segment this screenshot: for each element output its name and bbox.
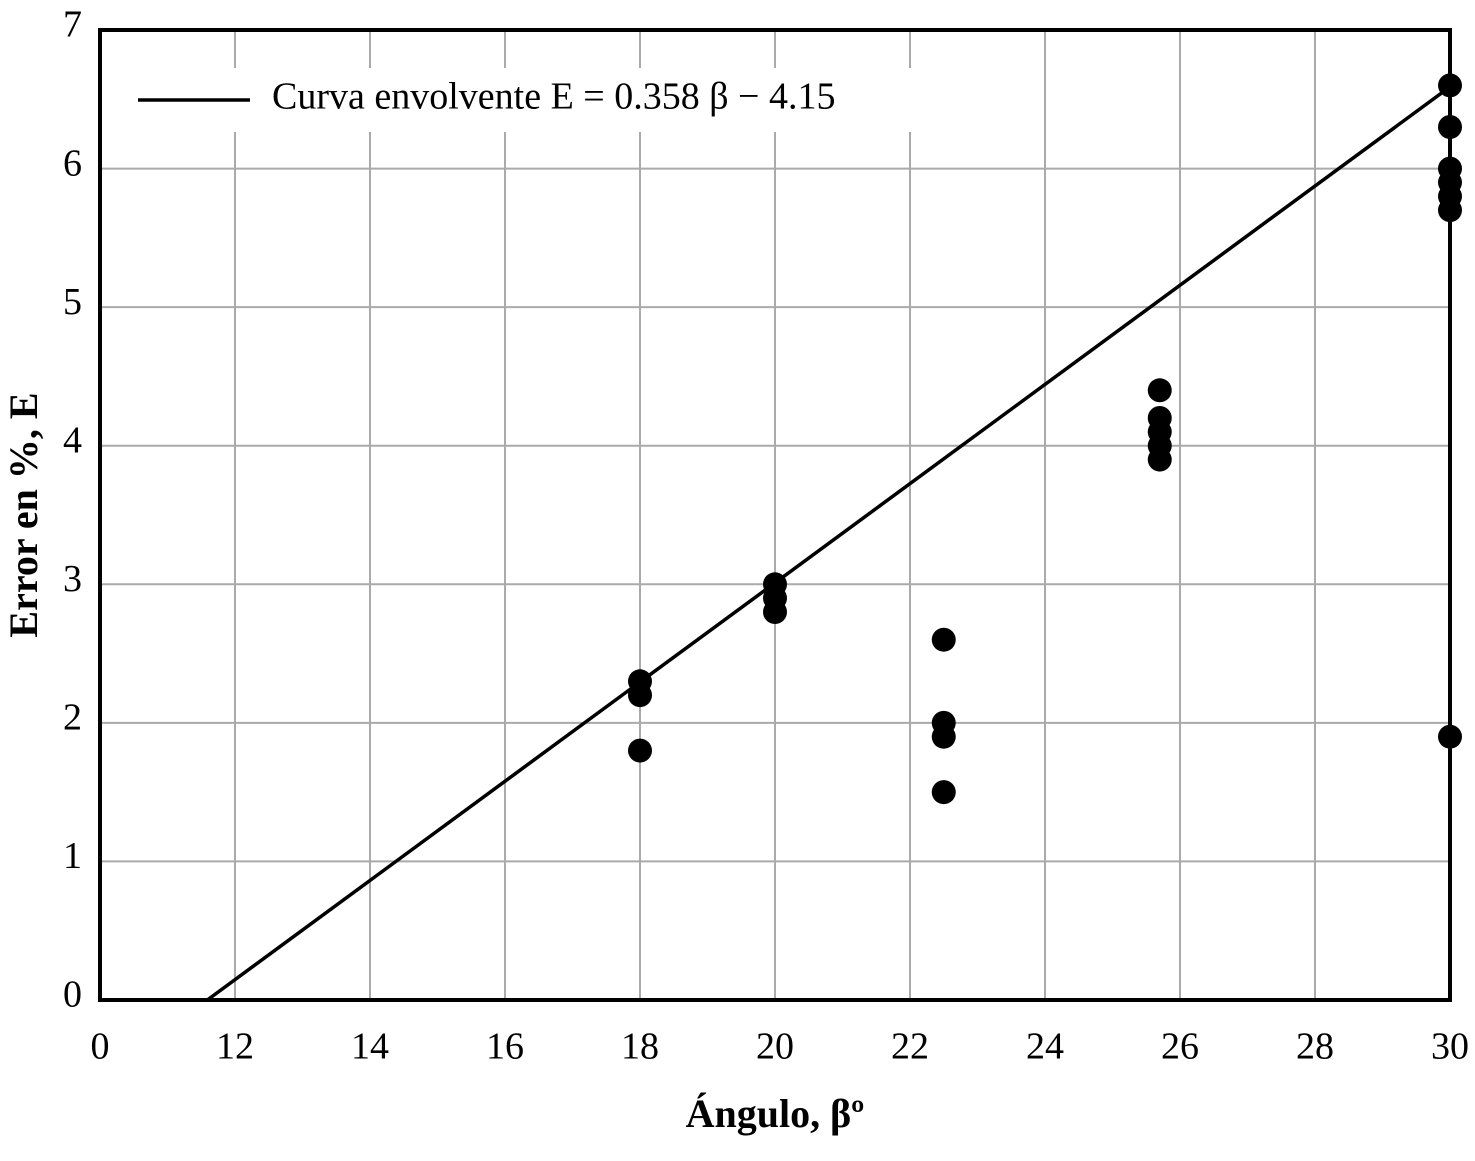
plot-frame bbox=[98, 28, 1452, 1002]
y-tick-label: 4 bbox=[63, 419, 82, 461]
y-axis-label: Error en %, E bbox=[1, 392, 46, 637]
legend-box bbox=[125, 68, 915, 132]
y-tick-label: 6 bbox=[63, 142, 82, 184]
data-point bbox=[931, 724, 956, 749]
x-tick-label: 28 bbox=[1296, 1026, 1334, 1068]
data-point bbox=[931, 627, 956, 652]
x-tick-label: 20 bbox=[756, 1026, 794, 1068]
y-tick-label: 0 bbox=[63, 974, 82, 1016]
x-tick-label: 24 bbox=[1026, 1026, 1064, 1068]
x-tick-label: 18 bbox=[621, 1026, 659, 1068]
data-point bbox=[931, 780, 956, 805]
x-tick-label: 16 bbox=[486, 1026, 524, 1068]
x-tick-label: 26 bbox=[1161, 1026, 1199, 1068]
y-tick-label: 7 bbox=[63, 4, 82, 46]
y-tick-label: 1 bbox=[63, 835, 82, 877]
data-point bbox=[763, 600, 787, 624]
x-tick-label: 14 bbox=[351, 1026, 389, 1068]
data-point bbox=[628, 683, 652, 708]
x-tick-label: 30 bbox=[1431, 1026, 1469, 1068]
y-tick-label: 3 bbox=[63, 558, 82, 600]
x-tick-label: 12 bbox=[216, 1026, 254, 1068]
y-tick-label: 2 bbox=[63, 697, 82, 739]
data-point bbox=[1147, 447, 1172, 472]
x-axis-label: Ángulo, βº bbox=[686, 1091, 865, 1136]
legend-label: Curva envolvente E = 0.358 β − 4.15 bbox=[272, 76, 836, 118]
x-tick-label: 22 bbox=[891, 1026, 929, 1068]
x-tick-label: 0 bbox=[91, 1026, 110, 1068]
data-point bbox=[628, 738, 652, 763]
data-point bbox=[1147, 378, 1172, 403]
y-tick-label: 5 bbox=[63, 281, 82, 323]
envelope-line bbox=[206, 85, 1452, 1002]
